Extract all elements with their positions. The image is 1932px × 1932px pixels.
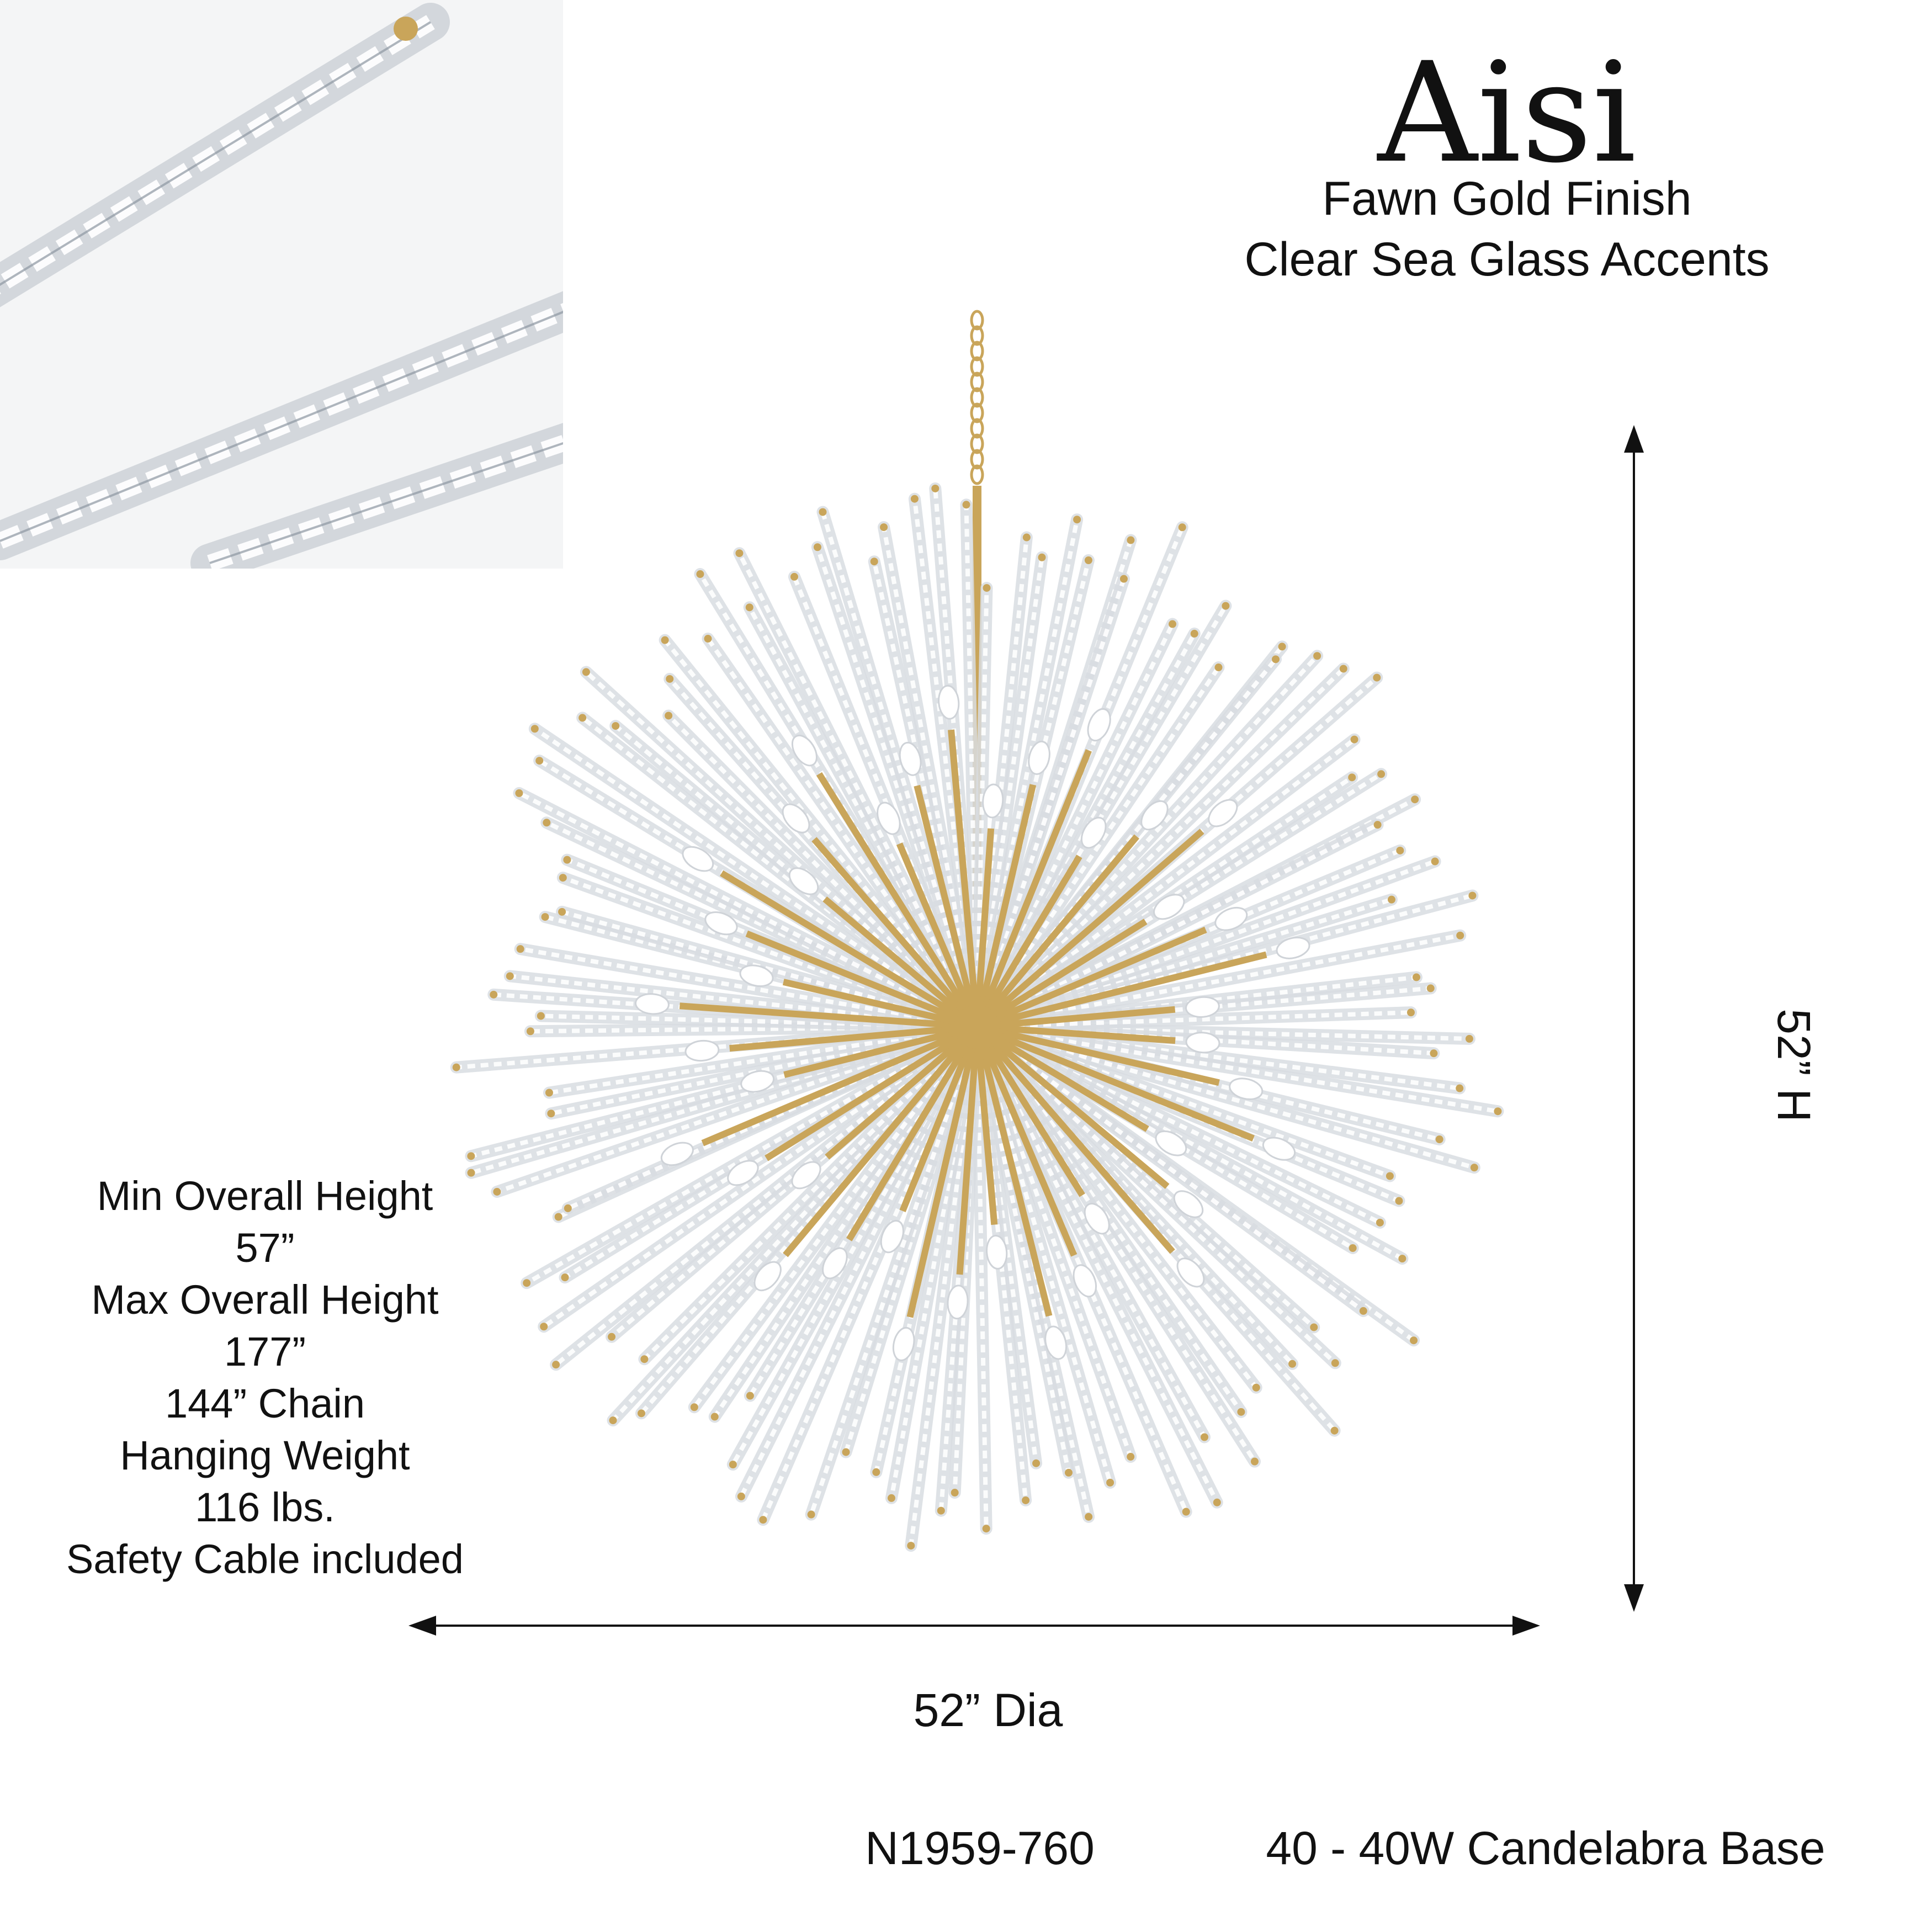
chandelier-image [450, 310, 1504, 1552]
height-dimension-arrow [1624, 425, 1644, 1612]
product-title: Aisi [1377, 33, 1637, 193]
accents-text: Clear Sea Glass Accents [1244, 233, 1770, 286]
chain-length: 144” Chain [164, 1381, 365, 1426]
hanging-weight-value: 116 lbs. [195, 1484, 335, 1530]
finish-text: Fawn Gold Finish [1322, 172, 1692, 225]
crystal-detail-image [0, 0, 563, 569]
width-dimension-label: 52” Dia [913, 1684, 1063, 1736]
lamp-spec: 40 - 40W Candelabra Base [1266, 1822, 1825, 1874]
center-hub [955, 1005, 999, 1049]
model-number: N1959-760 [865, 1822, 1095, 1874]
min-height-value: 57” [235, 1225, 295, 1271]
safety-cable-text: Safety Cable included [66, 1536, 464, 1582]
gold-arms [634, 684, 1310, 1361]
width-dimension-arrow [408, 1616, 1540, 1636]
max-height-label: Max Overall Height [91, 1277, 439, 1323]
height-dimension-label: 52” H [1768, 1009, 1820, 1122]
min-height-label: Min Overall Height [97, 1173, 433, 1219]
hanging-weight-label: Hanging Weight [120, 1432, 410, 1478]
max-height-value: 177” [224, 1329, 306, 1374]
